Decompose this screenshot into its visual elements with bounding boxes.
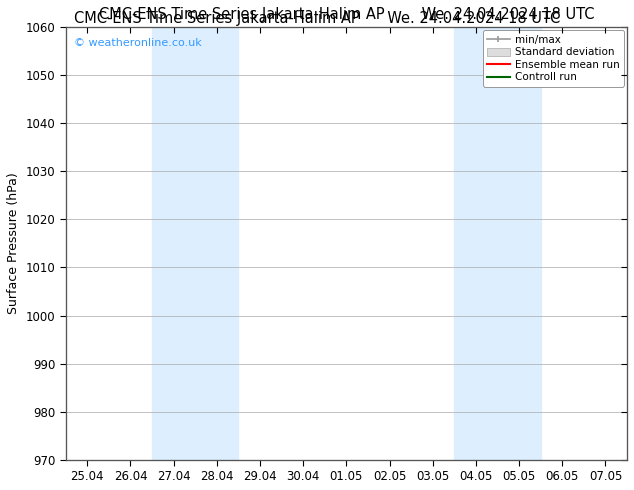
- Title: CMC-ENS Time Series Jakarta-Halim AP        We. 24.04.2024 18 UTC: CMC-ENS Time Series Jakarta-Halim AP We.…: [99, 7, 594, 22]
- Y-axis label: Surface Pressure (hPa): Surface Pressure (hPa): [7, 172, 20, 314]
- Text: © weatheronline.co.uk: © weatheronline.co.uk: [74, 38, 202, 48]
- Legend: min/max, Standard deviation, Ensemble mean run, Controll run: min/max, Standard deviation, Ensemble me…: [482, 30, 624, 87]
- Text: CMC-ENS Time Series Jakarta-Halim AP      We. 24.04.2024 18 UTC: CMC-ENS Time Series Jakarta-Halim AP We.…: [74, 11, 560, 26]
- Bar: [455, 27, 541, 460]
- Bar: [152, 27, 238, 460]
